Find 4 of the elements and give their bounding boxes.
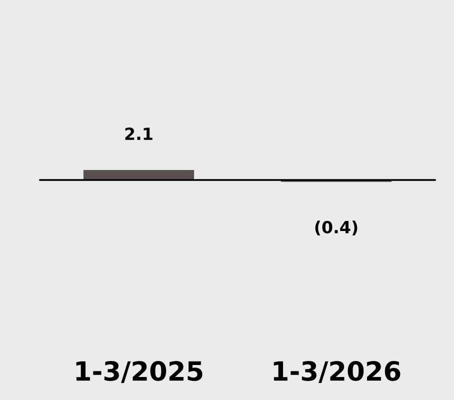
data-label: 2.1 xyxy=(125,128,152,140)
x-tick-label: 1-3/2026 xyxy=(274,361,400,384)
data-label: (0.4) xyxy=(315,220,358,236)
x-tick-label: 1-3/2025 xyxy=(76,361,202,384)
